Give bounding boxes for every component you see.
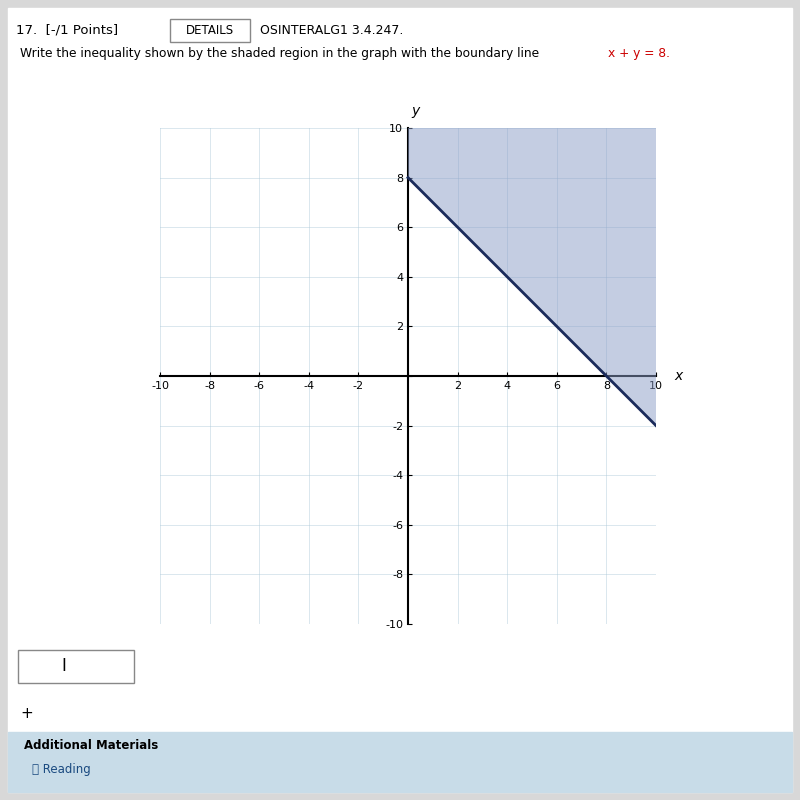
Text: 📖 Reading: 📖 Reading bbox=[32, 763, 90, 776]
Text: Write the inequality shown by the shaded region in the graph with the boundary l: Write the inequality shown by the shaded… bbox=[20, 47, 543, 60]
FancyBboxPatch shape bbox=[18, 650, 134, 683]
Polygon shape bbox=[408, 128, 656, 426]
Text: +: + bbox=[20, 706, 33, 721]
Bar bbox=[8, 732, 792, 792]
Text: x: x bbox=[674, 369, 682, 383]
Text: x + y = 8.: x + y = 8. bbox=[608, 47, 670, 60]
Text: Additional Materials: Additional Materials bbox=[24, 739, 158, 752]
FancyBboxPatch shape bbox=[170, 19, 250, 42]
Text: y: y bbox=[411, 104, 419, 118]
Text: I: I bbox=[62, 658, 66, 675]
Text: OSINTERALG1 3.4.247.: OSINTERALG1 3.4.247. bbox=[260, 24, 403, 37]
Text: DETAILS: DETAILS bbox=[186, 24, 234, 37]
Text: 17.  [-/1 Points]: 17. [-/1 Points] bbox=[16, 23, 118, 36]
